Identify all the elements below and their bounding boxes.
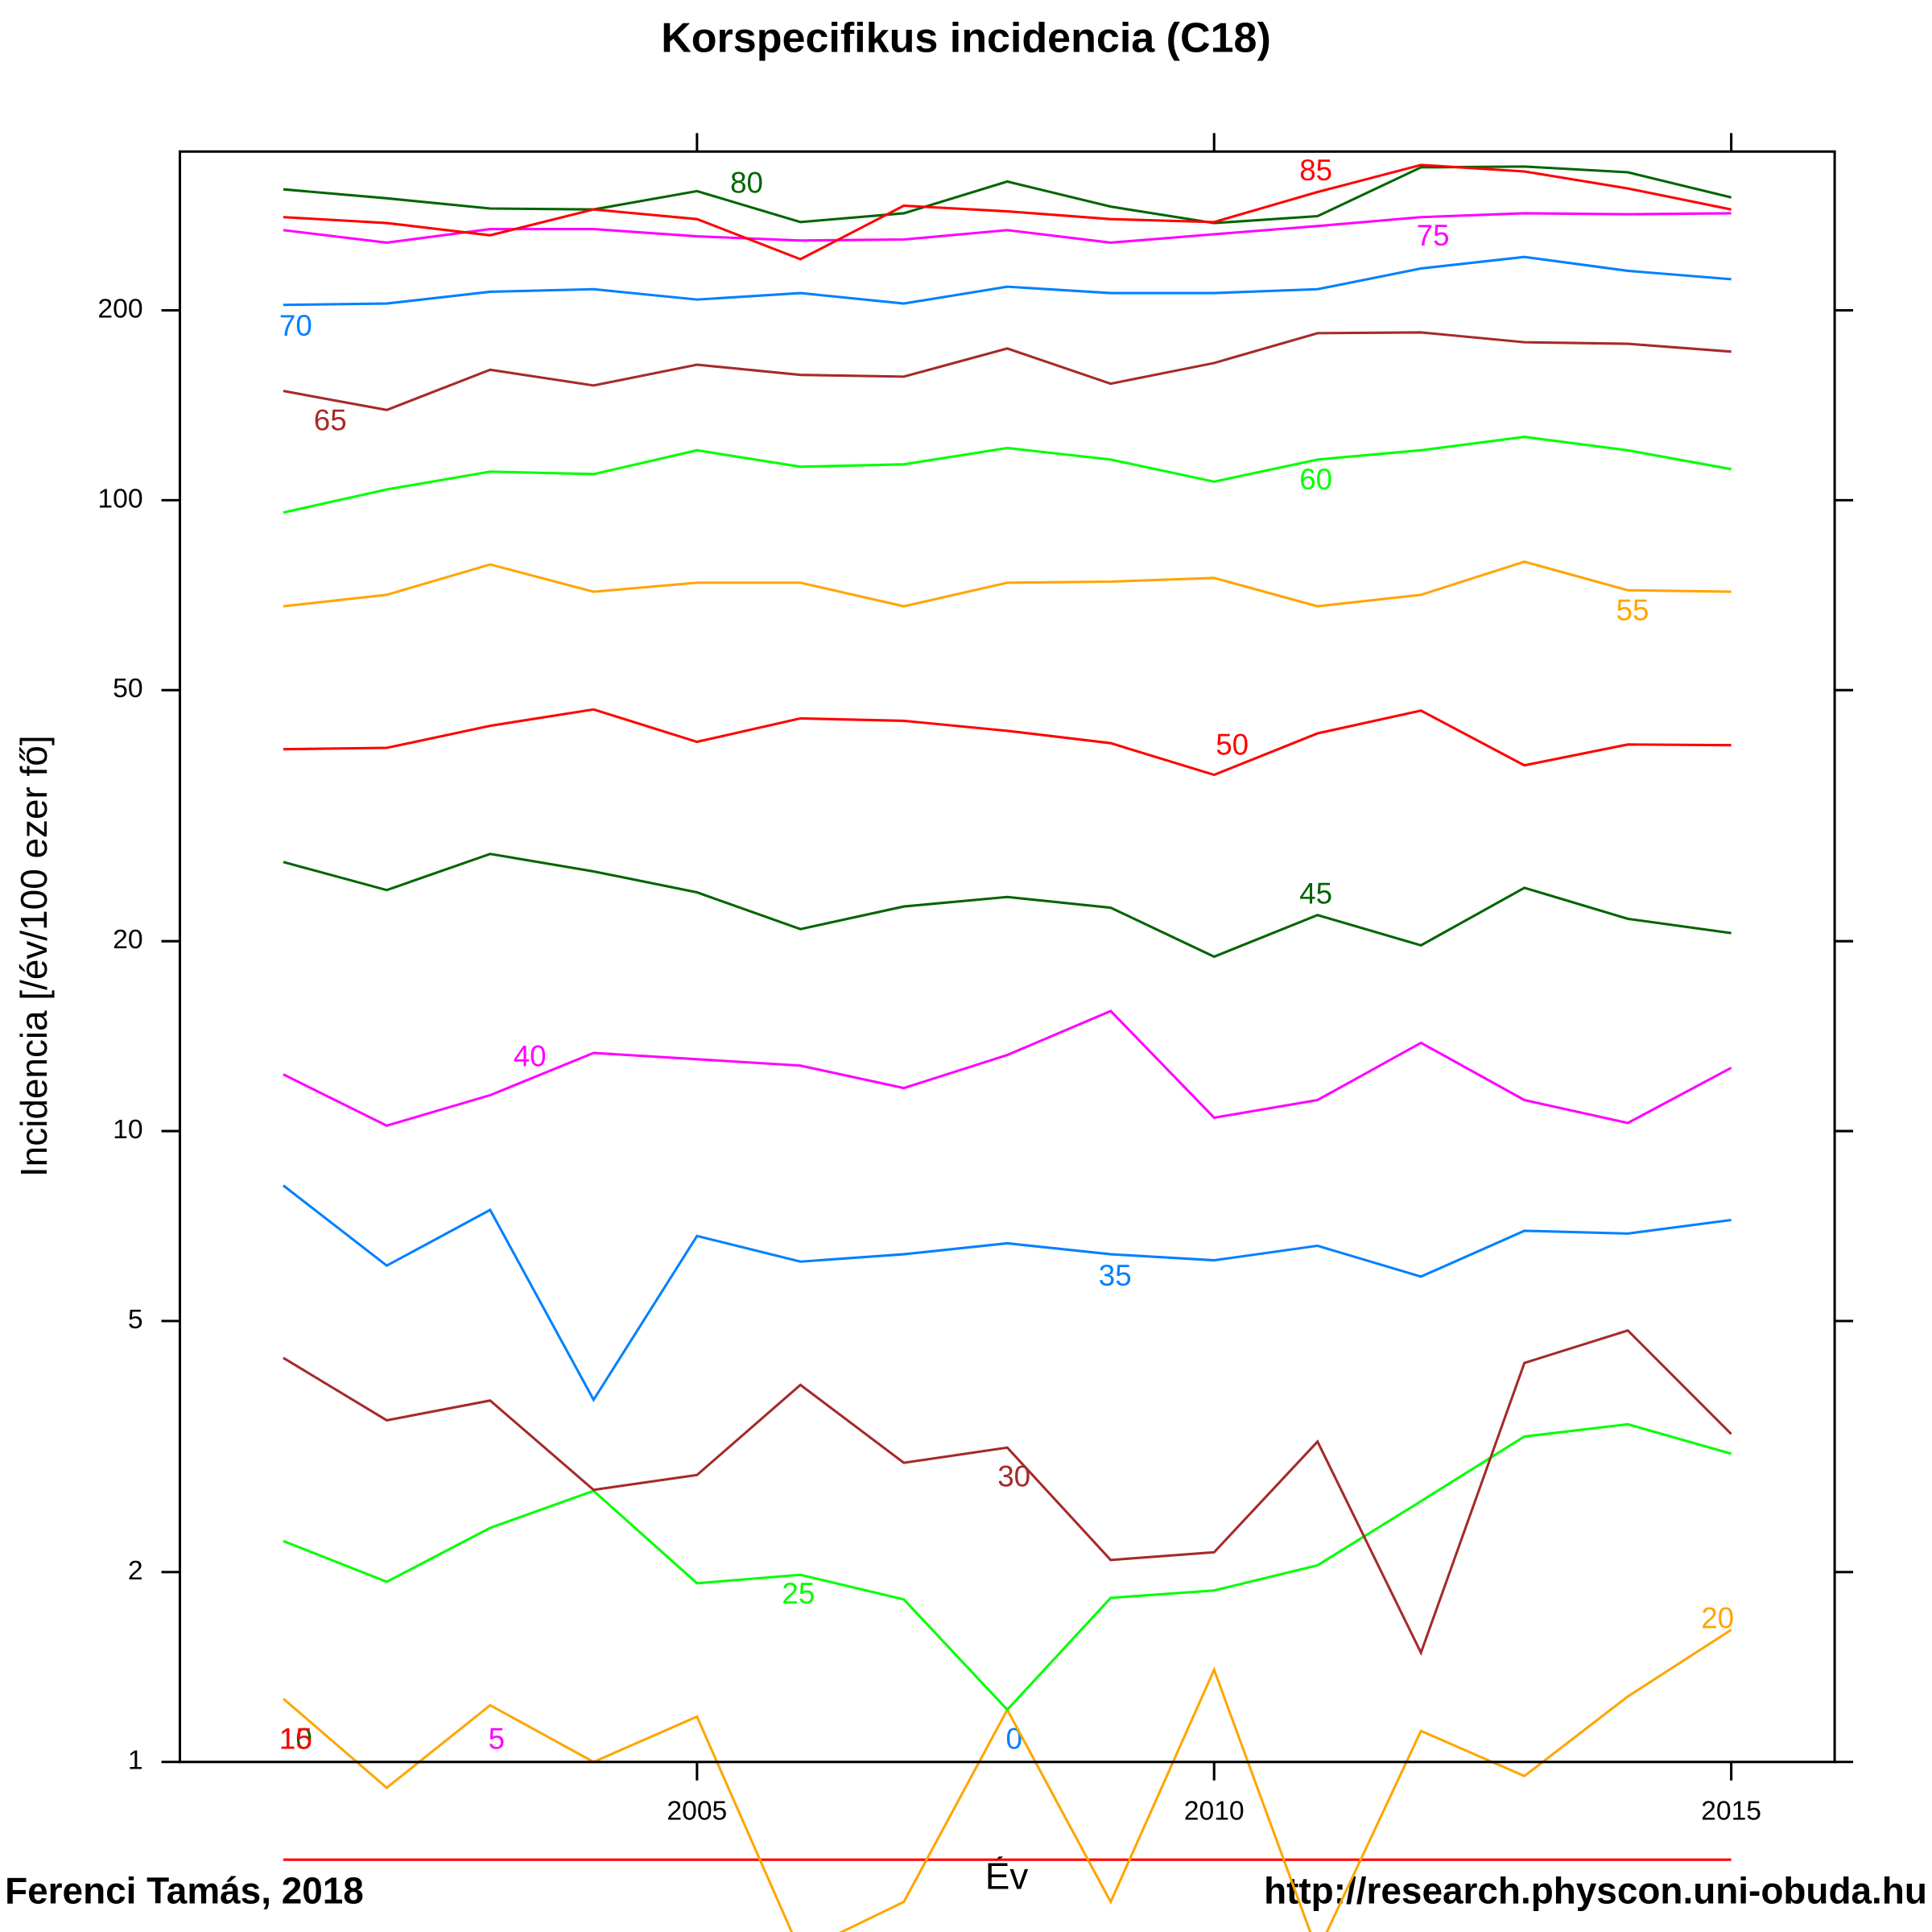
series-label: 85 xyxy=(1299,154,1332,187)
series-line xyxy=(283,212,1732,244)
series-label: 15 xyxy=(279,1722,312,1755)
series-line xyxy=(283,1009,1732,1127)
y-tick-label: 1 xyxy=(128,1746,143,1776)
series-label: 75 xyxy=(1417,219,1450,252)
series-label: 60 xyxy=(1299,463,1332,496)
series-label: 30 xyxy=(997,1459,1030,1492)
x-tick-label: 2015 xyxy=(1701,1796,1761,1826)
series-line xyxy=(283,163,1732,261)
series-label: 80 xyxy=(730,166,763,199)
series-label: 35 xyxy=(1099,1259,1132,1292)
y-tick-label: 2 xyxy=(128,1556,143,1586)
series-label: 25 xyxy=(782,1577,815,1610)
series-line xyxy=(283,255,1732,307)
chart-title: Korspecifikus incidencia (C18) xyxy=(661,14,1271,61)
series-label: 45 xyxy=(1299,877,1332,910)
series-label: 55 xyxy=(1616,593,1649,626)
x-tick-label: 2005 xyxy=(667,1796,727,1826)
series-line xyxy=(283,436,1732,514)
series-line xyxy=(283,165,1732,225)
y-tick-label: 200 xyxy=(97,294,142,324)
series-label: 40 xyxy=(514,1039,547,1072)
y-tick-label: 5 xyxy=(128,1305,143,1335)
series-line xyxy=(283,1329,1732,1656)
plot-area: 2005 2010 20151251020501002000510152025303… xyxy=(97,133,1854,1932)
series-line xyxy=(283,708,1732,777)
series-label: 10 xyxy=(279,1722,312,1755)
x-tick-label: 2010 xyxy=(1184,1796,1245,1826)
series-label: 20 xyxy=(1701,1601,1734,1634)
y-tick-label: 10 xyxy=(113,1115,142,1145)
series-line xyxy=(283,331,1732,411)
series-line xyxy=(283,852,1732,959)
y-axis-label: Incidencia [/év/100 ezer fő] xyxy=(13,735,55,1177)
series-line xyxy=(283,560,1732,608)
series-label: 5 xyxy=(489,1722,505,1755)
series-line xyxy=(283,1184,1732,1402)
footer-url: http://research.physcon.uni-obuda.hu xyxy=(1264,1870,1927,1912)
y-tick-label: 100 xyxy=(97,484,142,514)
plot-frame xyxy=(178,150,1836,1764)
series-label: 50 xyxy=(1216,728,1249,761)
y-tick-label: 20 xyxy=(113,925,142,955)
series-label: 0 xyxy=(1005,1722,1022,1755)
series-label: 65 xyxy=(314,404,347,437)
y-tick-label: 50 xyxy=(113,674,142,704)
footer-credit: Ferenci Tamás, 2018 xyxy=(5,1870,364,1912)
x-axis-label: Év xyxy=(985,1855,1029,1897)
series-label: 70 xyxy=(279,309,312,342)
